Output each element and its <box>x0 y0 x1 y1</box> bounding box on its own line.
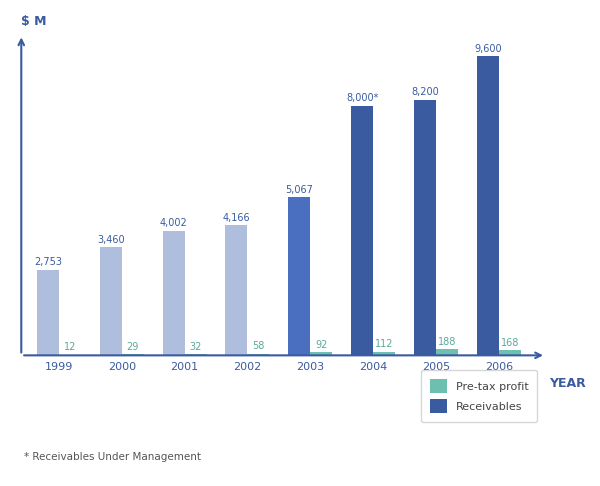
Bar <box>122 354 144 355</box>
Bar <box>310 352 332 355</box>
Text: 32: 32 <box>190 342 202 352</box>
Text: 188: 188 <box>438 337 456 347</box>
Text: 2,753: 2,753 <box>34 257 62 267</box>
Bar <box>414 100 436 355</box>
Bar <box>100 247 122 355</box>
Bar <box>226 226 247 355</box>
Text: 3,460: 3,460 <box>97 235 125 245</box>
Bar <box>499 350 521 355</box>
Text: 8,000*: 8,000* <box>346 93 378 104</box>
Text: 5,067: 5,067 <box>286 185 313 195</box>
Text: $ M: $ M <box>21 15 47 28</box>
Text: YEAR: YEAR <box>549 377 586 390</box>
Text: 12: 12 <box>64 343 76 352</box>
Text: 112: 112 <box>375 339 394 349</box>
Text: 168: 168 <box>500 338 519 347</box>
Text: * Receivables Under Management: * Receivables Under Management <box>24 451 201 462</box>
Text: 9,600: 9,600 <box>474 44 502 53</box>
Text: 58: 58 <box>252 341 265 351</box>
Legend: Pre-tax profit, Receivables: Pre-tax profit, Receivables <box>421 370 537 422</box>
Bar <box>477 56 499 355</box>
Bar <box>436 349 458 355</box>
Bar <box>37 270 59 355</box>
Text: 29: 29 <box>127 342 139 352</box>
Bar <box>351 106 373 355</box>
Bar <box>185 354 206 355</box>
Bar <box>163 230 185 355</box>
Text: 4,166: 4,166 <box>223 213 250 223</box>
Bar <box>288 197 310 355</box>
Text: 8,200: 8,200 <box>411 87 439 97</box>
Text: 4,002: 4,002 <box>160 218 188 228</box>
Text: 92: 92 <box>315 340 328 350</box>
Bar <box>247 353 269 355</box>
Bar <box>373 352 395 355</box>
